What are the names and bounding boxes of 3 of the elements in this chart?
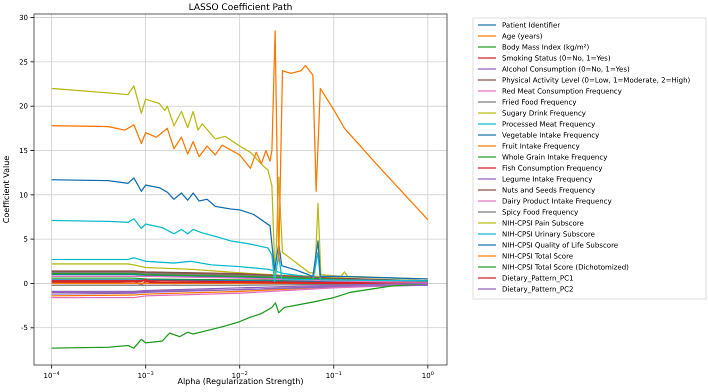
y-axis-title: Coefficient Value [2, 156, 11, 224]
x-axis-title: Alpha (Regularization Strength) [177, 377, 304, 386]
chart-title: LASSO Coefficient Path [188, 3, 292, 13]
